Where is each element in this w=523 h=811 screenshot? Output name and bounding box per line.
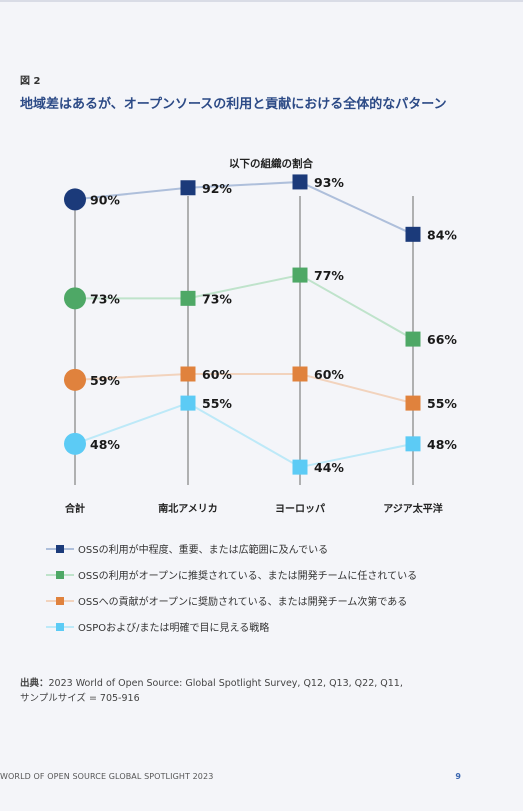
data-label: 55%: [427, 396, 457, 411]
legend-label: OSSへの貢献がオープンに奨励されている、または開発チーム次第である: [78, 597, 408, 608]
legend-item: OSSへの貢献がオープンに奨励されている、または開発チーム次第である: [46, 592, 516, 610]
source-label: 出典：: [20, 678, 49, 689]
series-line: [74, 373, 414, 405]
footer-report-title: WORLD OF OPEN SOURCE GLOBAL SPOTLIGHT 20…: [0, 772, 214, 781]
footer-page-number: 9: [455, 772, 461, 781]
data-label: 44%: [314, 460, 344, 475]
data-point: [180, 366, 196, 382]
data-point: [292, 174, 308, 190]
data-label: 59%: [90, 373, 120, 388]
data-point: [405, 331, 421, 347]
x-tick-label: 合計: [64, 502, 85, 515]
data-label: 73%: [90, 291, 120, 306]
data-point: [405, 226, 421, 242]
data-point: [64, 188, 86, 211]
legend-label: OSPOおよび/または明確で目に見える戦略: [78, 623, 270, 634]
data-label: 77%: [314, 268, 344, 283]
data-label: 93%: [314, 175, 344, 190]
data-point: [292, 267, 308, 283]
data-label: 90%: [90, 192, 120, 207]
data-label: 60%: [202, 367, 232, 382]
source-note: 出典：2023 World of Open Source: Global Spo…: [20, 676, 500, 706]
data-point: [180, 395, 196, 411]
series-line: [74, 402, 414, 469]
series-line: [75, 274, 414, 340]
page-title: 地域差はあるが、オープンソースの利用と貢献における全体的なパターン: [20, 97, 447, 112]
data-point: [292, 459, 308, 475]
x-tick-label: アジア太平洋: [383, 502, 443, 515]
data-point: [405, 395, 421, 411]
figure-label: 図 2: [20, 76, 41, 87]
data-label: 55%: [202, 396, 232, 411]
legend-item: OSSの利用がオープンに推奨されている、または開発チームに任されている: [46, 566, 516, 584]
legend-label: OSSの利用がオープンに推奨されている、または開発チームに任されている: [78, 571, 418, 582]
data-label: 73%: [202, 291, 232, 306]
chart-title: 以下の組織の割合: [229, 157, 313, 170]
data-label: 48%: [427, 437, 457, 452]
legend-item: OSSの利用が中程度、重要、または広範囲に及んでいる: [46, 540, 516, 558]
data-point: [64, 432, 86, 455]
data-point: [180, 290, 196, 306]
data-label: 60%: [314, 367, 344, 382]
data-point: [405, 436, 421, 452]
data-point: [180, 180, 196, 196]
source-text: 2023 World of Open Source: Global Spotli…: [48, 678, 403, 689]
legend-swatch-orange: [46, 597, 74, 605]
data-label: 84%: [427, 227, 457, 242]
top-divider: [0, 0, 523, 2]
legend-swatch-navy: [46, 545, 74, 553]
legend-item: OSPOおよび/または明確で目に見える戦略: [46, 618, 516, 636]
data-point: [64, 287, 86, 310]
legend-swatch-cyan: [46, 623, 74, 631]
data-point: [64, 368, 86, 391]
data-label: 92%: [202, 181, 232, 196]
data-label: 48%: [90, 437, 120, 452]
series-line: [74, 180, 414, 236]
x-tick-label: ヨーロッパ: [275, 503, 325, 515]
data-point: [292, 366, 308, 382]
source-sample-size: サンプルサイズ = 705-916: [20, 693, 140, 704]
legend-label: OSSの利用が中程度、重要、または広範囲に及んでいる: [78, 545, 329, 556]
data-label: 66%: [427, 332, 457, 347]
x-tick-label: 南北アメリカ: [158, 502, 218, 515]
legend-swatch-green: [46, 571, 74, 579]
